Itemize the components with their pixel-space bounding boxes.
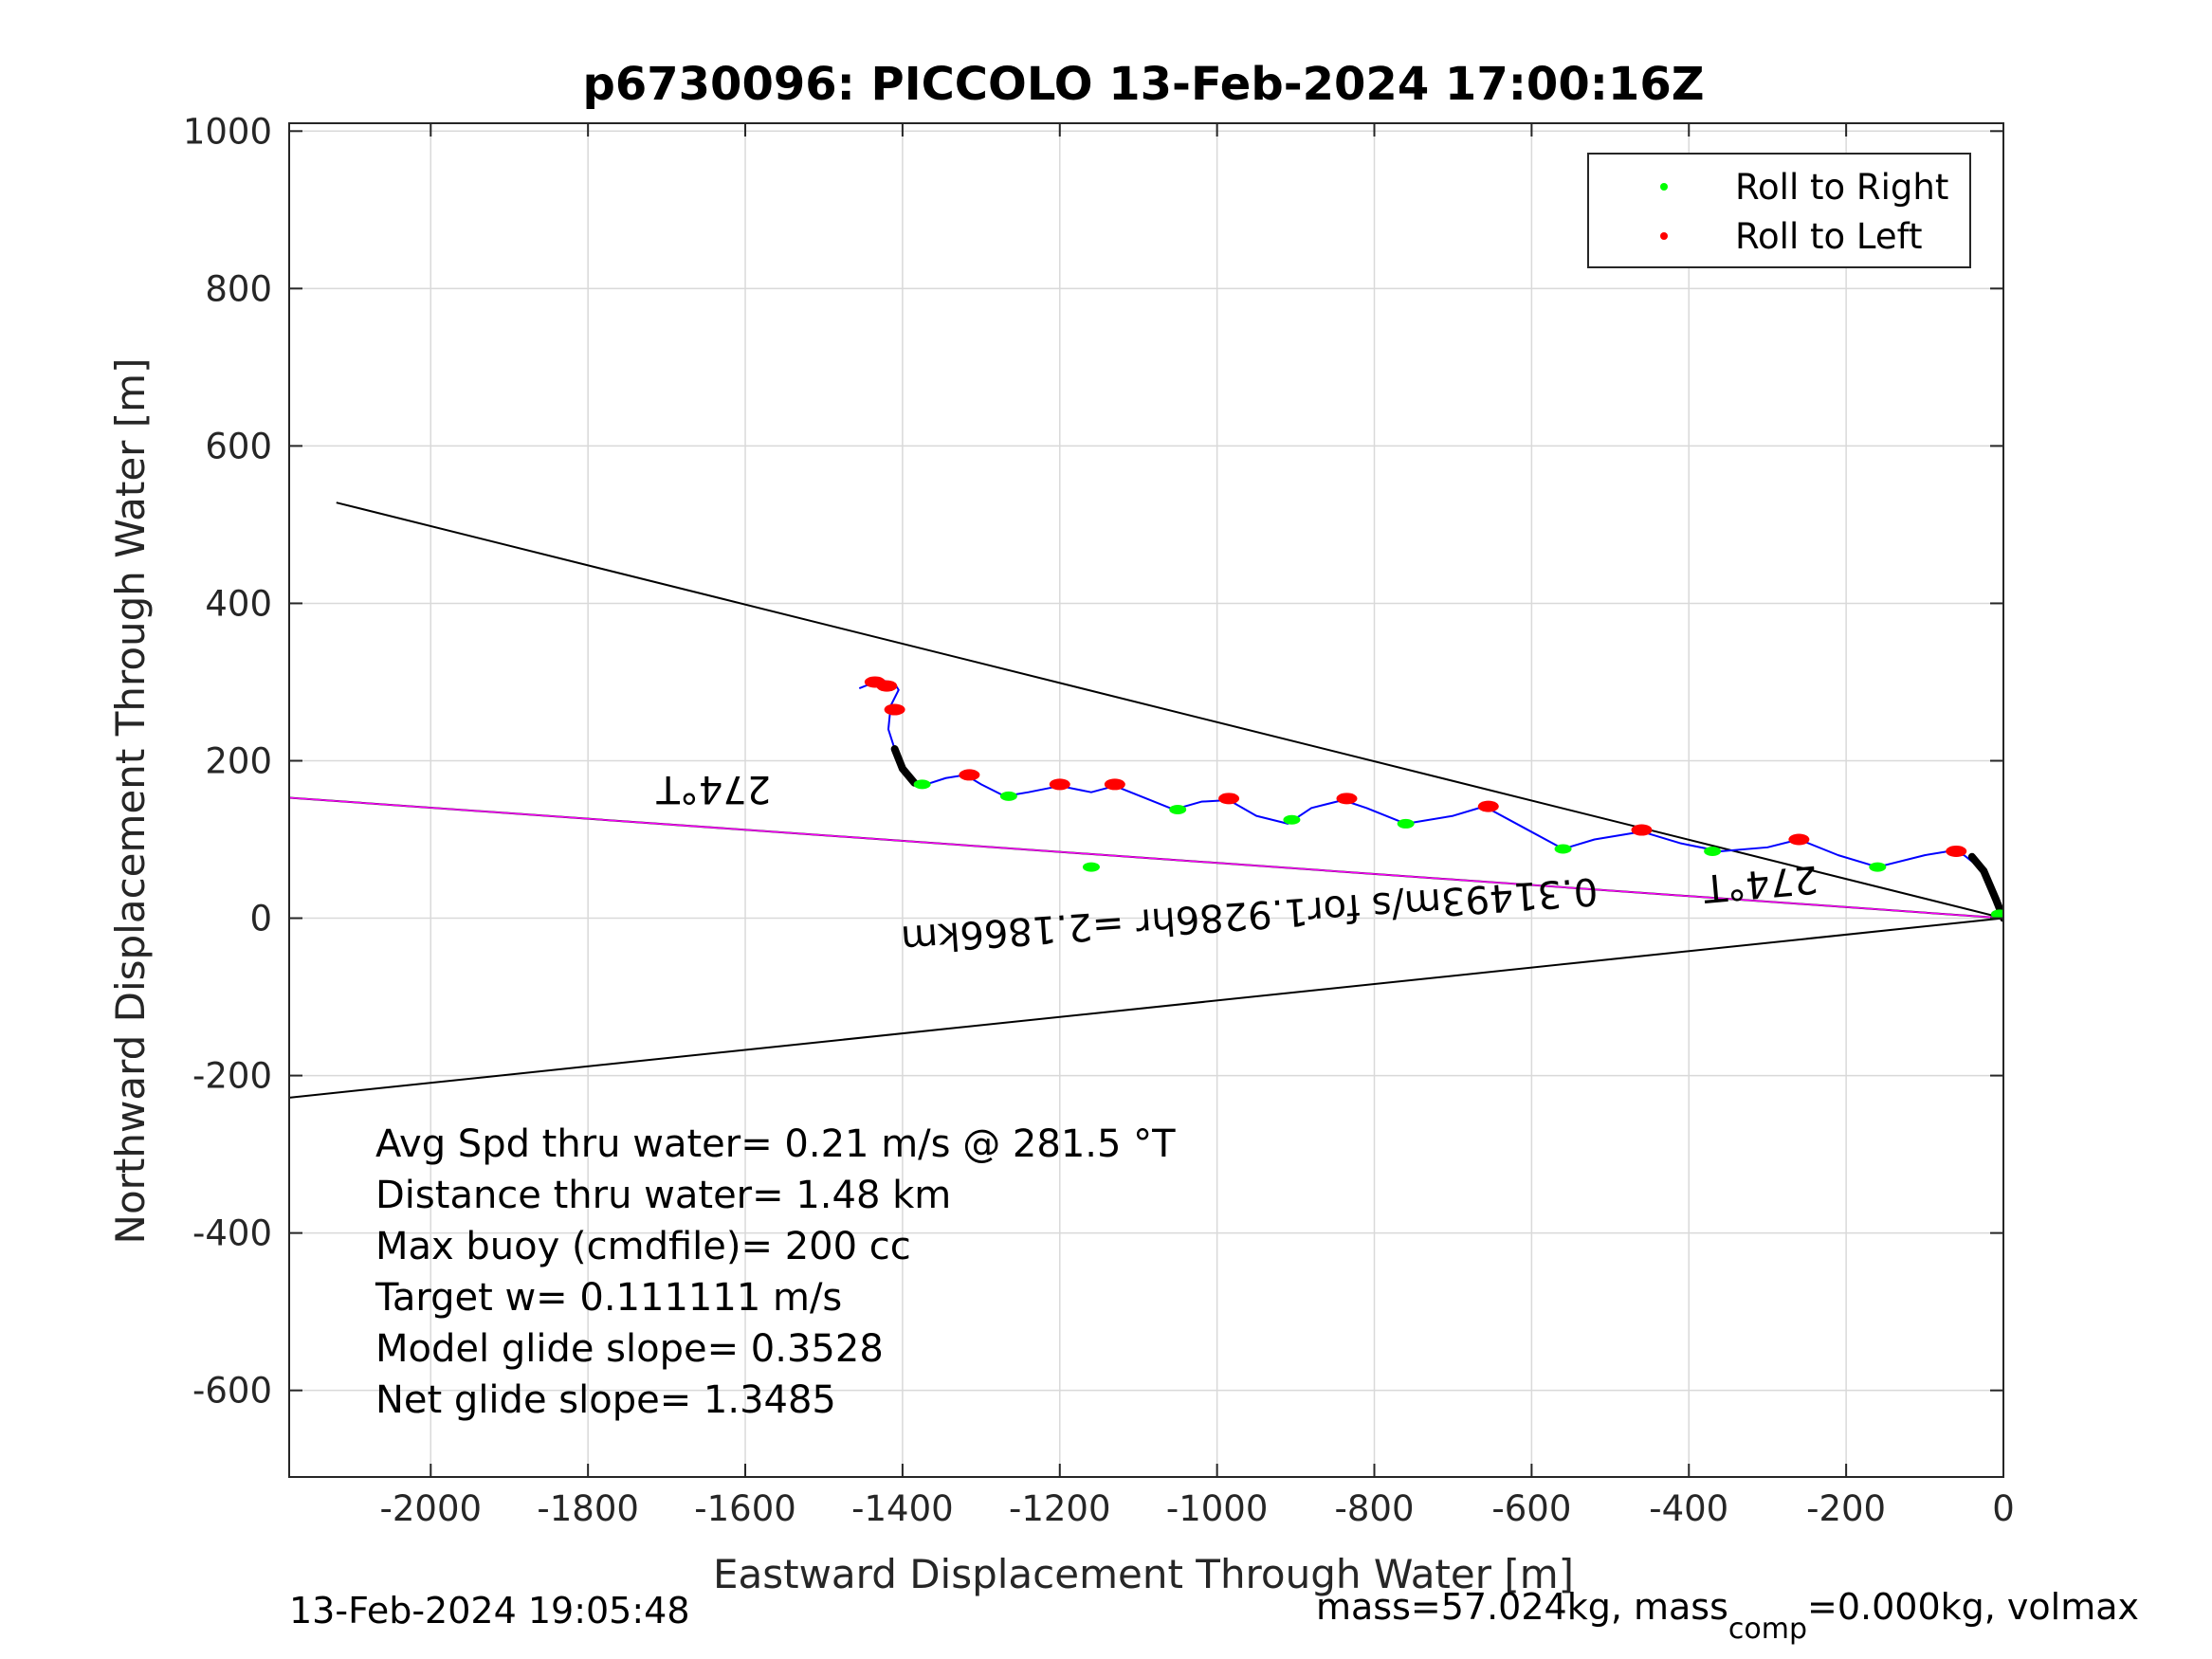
info-target-w: Target w= 0.111111 m/s: [375, 1276, 842, 1320]
legend-label-roll-left: Roll to Left: [1735, 216, 1923, 257]
x-tick-label: -800: [1335, 1488, 1415, 1529]
y-tick-label: 200: [205, 740, 272, 781]
roll-left-point: [876, 680, 898, 692]
roll-right-point: [1704, 846, 1722, 856]
y-tick-label: 400: [205, 583, 272, 624]
y-tick-label: 800: [205, 268, 272, 309]
reference-line: [336, 501, 2003, 920]
legend-marker-roll-left: [1660, 232, 1668, 240]
info-avg-speed: Avg Spd thru water= 0.21 m/s @ 281.5 °T: [375, 1122, 1176, 1166]
y-tick-label: -600: [192, 1371, 272, 1412]
roll-right-point: [1869, 862, 1887, 872]
x-tick-label: -1400: [851, 1488, 954, 1529]
axes: -2000 -1800 -1600 -1400 -1200 -1000 -800 -600 -4…: [183, 111, 2015, 1529]
roll-left-point: [1336, 793, 1358, 805]
roll-right-point: [1397, 818, 1415, 829]
footer-mass-sub: comp: [1728, 1613, 1807, 1646]
roll-right-point: [1554, 844, 1572, 854]
roll-right-point: [1990, 909, 2003, 920]
roll-left-point: [1218, 793, 1240, 805]
roll-left-point: [959, 769, 980, 781]
axes-box: [288, 122, 2004, 1478]
footer-timestamp: 13-Feb-2024 19:05:48: [289, 1590, 690, 1632]
x-axis-label: Eastward Displacement Through Water [m]: [713, 1551, 1574, 1597]
roll-left-point: [1788, 833, 1810, 846]
x-tick-label: -1000: [1166, 1488, 1269, 1529]
footer-mass-rest: =0.000kg, volmax: [1807, 1586, 2139, 1628]
roll-left-point: [1631, 824, 1653, 836]
y-tick-label: 0: [249, 899, 272, 939]
y-axis-label: Northward Displacement Through Water [m]: [107, 358, 154, 1245]
annotation-text: 274°T: [656, 767, 771, 811]
legend: Roll to Right Roll to Left: [1587, 153, 1971, 268]
roll-right-point: [913, 779, 931, 790]
footer-mass-text: mass=57.024kg, mass: [1316, 1586, 1728, 1628]
x-tick-label: -600: [1491, 1488, 1571, 1529]
x-tick-label: -400: [1649, 1488, 1728, 1529]
x-tick-label: -2000: [380, 1488, 483, 1529]
roll-left-point: [1946, 845, 1967, 857]
annotation-text: 0.31493m/s for1.9286hr =2.1866km: [900, 868, 1600, 960]
info-block: Avg Spd thru water= 0.21 m/s @ 281.5 °T …: [375, 1122, 1176, 1422]
x-tick-label: -1600: [694, 1488, 796, 1529]
plot-area: 274°T 274°T 0.31493m/s for1.9286hr =2.1866…: [289, 501, 2003, 1099]
chart-title: p6730096: PICCOLO 13-Feb-2024 17:00:16Z: [582, 58, 1704, 111]
info-max-buoy: Max buoy (cmdfile)= 200 cc: [375, 1225, 911, 1268]
footer-mass: mass=57.024kg, masscomp=0.000kg, volmax: [1316, 1586, 2139, 1646]
thick-track-segment: [890, 745, 919, 787]
reference-line: [289, 917, 2003, 1099]
thick-track-segment: [1967, 852, 2003, 922]
legend-marker-roll-right: [1660, 183, 1668, 191]
roll-left-point: [1477, 800, 1499, 812]
legend-label-roll-right: Roll to Right: [1735, 167, 1948, 208]
info-net-glide-slope: Net glide slope= 1.3485: [375, 1378, 836, 1422]
info-model-glide-slope: Model glide slope= 0.3528: [375, 1327, 884, 1371]
grid-lines: [289, 123, 2004, 1477]
legend-box: [1587, 153, 1971, 268]
roll-right-point: [999, 791, 1017, 801]
x-tick-label: 0: [1992, 1488, 2015, 1529]
roll-left-point: [884, 703, 905, 716]
info-distance: Distance thru water= 1.48 km: [375, 1174, 951, 1217]
x-tick-label: -1200: [1009, 1488, 1111, 1529]
y-tick-label: -200: [192, 1056, 272, 1097]
roll-left-point: [1104, 778, 1125, 791]
x-tick-label: -200: [1806, 1488, 1886, 1529]
roll-right-point: [1169, 804, 1187, 814]
plot-content: 274°T 274°T 0.31493m/s for1.9286hr =2.1866…: [289, 501, 2003, 1099]
roll-right-point: [1283, 814, 1301, 825]
x-tick-label: -1800: [537, 1488, 639, 1529]
y-tick-label: -400: [192, 1213, 272, 1254]
annotation-text: 274°T: [1701, 856, 1819, 909]
roll-right-point: [1082, 862, 1100, 872]
y-tick-label: 600: [205, 426, 272, 466]
reference-line: [289, 796, 2003, 920]
roll-left-point: [1049, 778, 1070, 791]
y-tick-label: 1000: [183, 111, 272, 152]
